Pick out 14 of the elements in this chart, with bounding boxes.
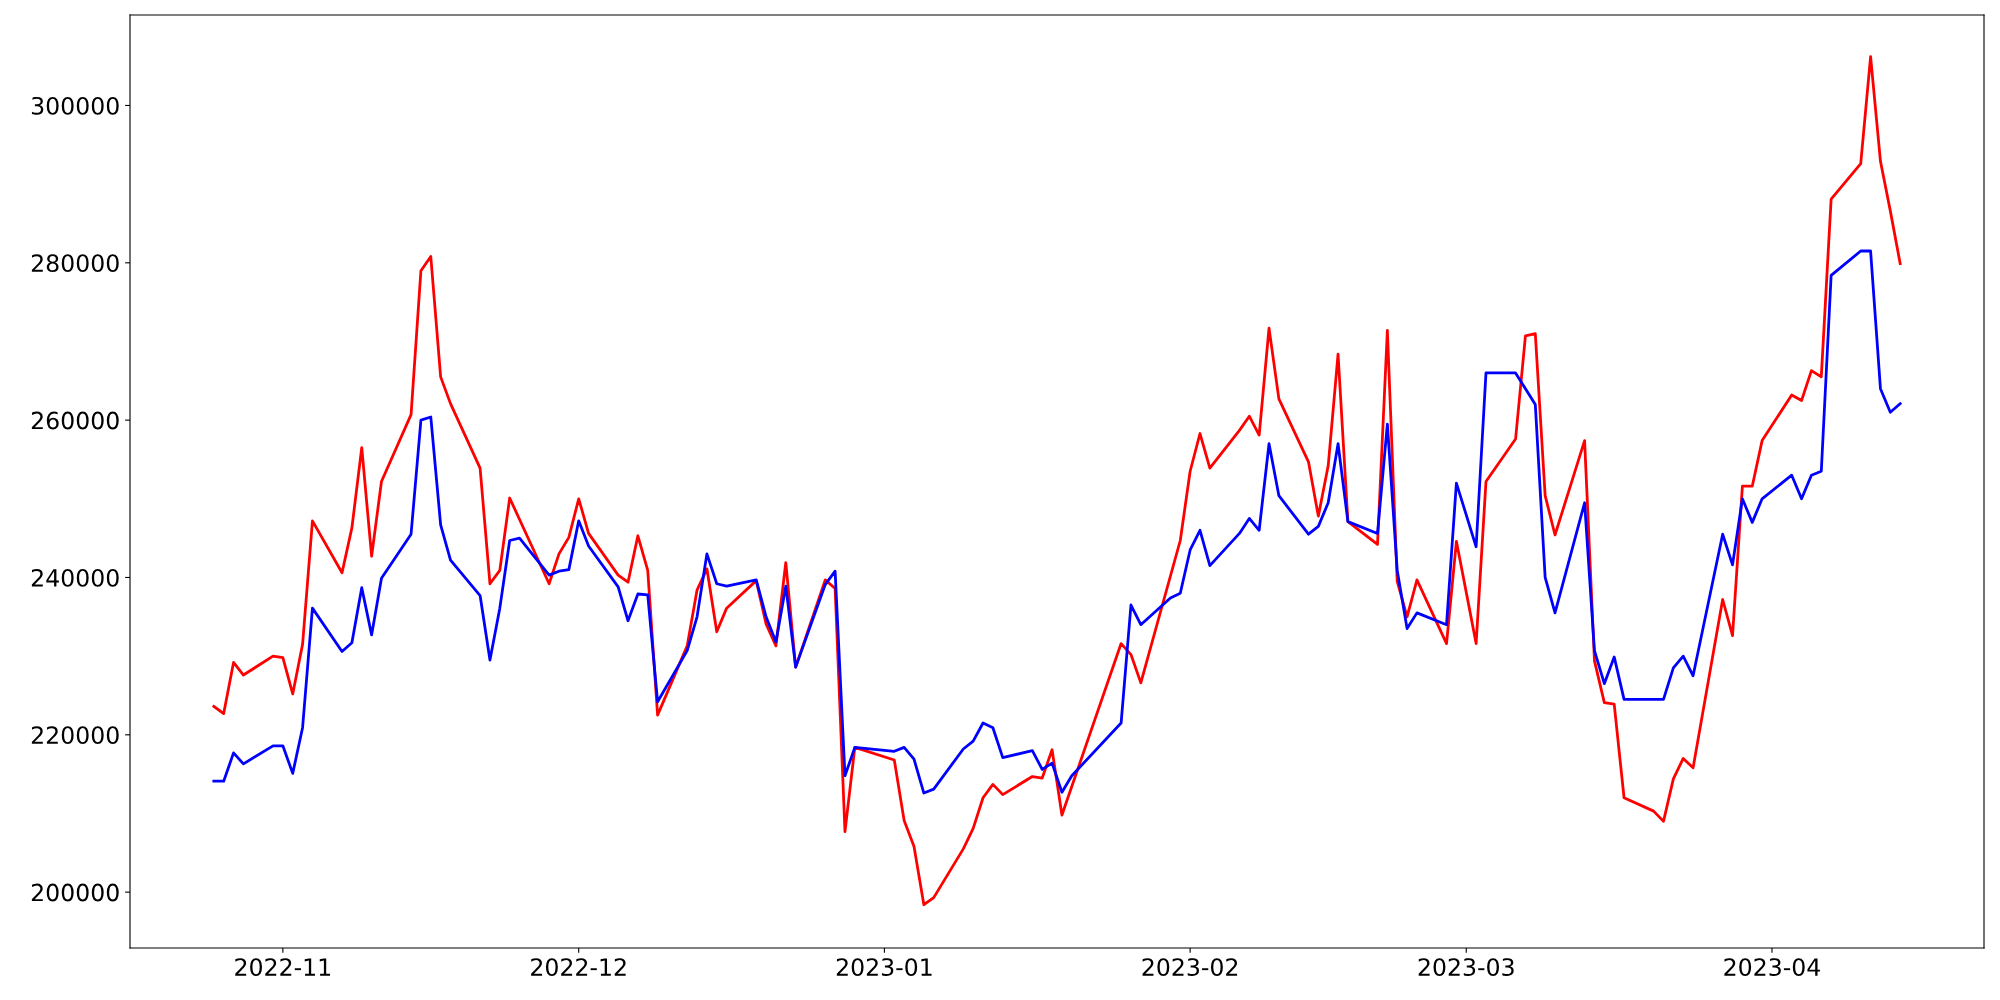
x-tick-label: 2022-11: [235, 958, 330, 976]
line-series: [212, 55, 1902, 907]
x-tick-label: 2023-01: [836, 958, 932, 976]
y-tick-label: 300000: [31, 96, 119, 115]
y-tick-label: 260000: [31, 411, 119, 430]
x-tick-label: 2023-03: [1418, 958, 1514, 976]
x-tick-label: 2023-02: [1142, 958, 1238, 976]
x-tick-label: 2023-04: [1724, 958, 1820, 976]
y-tick-label: 280000: [31, 254, 119, 273]
x-tick-label: 2022-12: [531, 958, 626, 976]
line-series: [212, 249, 1902, 795]
y-tick-label: 200000: [31, 883, 119, 902]
y-tick-label: 240000: [31, 568, 119, 587]
y-tick-label: 220000: [31, 726, 119, 745]
